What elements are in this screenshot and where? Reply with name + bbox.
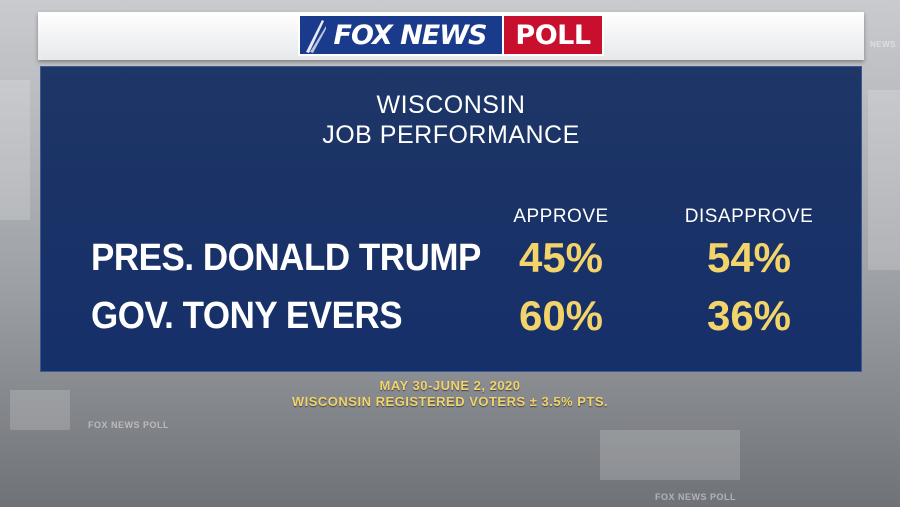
chart-title-line2: JOB PERFORMANCE bbox=[322, 121, 580, 149]
bg-watermark: FOX NEWS POLL bbox=[88, 420, 170, 430]
bg-block bbox=[0, 80, 30, 220]
bg-watermark: FOX NEWS POLL bbox=[655, 492, 737, 502]
bg-block bbox=[10, 390, 70, 430]
poll-results-panel: WISCONSIN JOB PERFORMANCE APPROVE DISAPP… bbox=[40, 66, 862, 372]
logo-text-poll: POLL bbox=[515, 19, 591, 51]
fox-news-wordmark: FOX NEWS bbox=[298, 14, 504, 56]
logo-text-fox-news: FOX NEWS bbox=[333, 19, 488, 51]
value-trump-disapprove: 54% bbox=[706, 234, 792, 281]
row-label-evers: GOV. TONY EVERS bbox=[91, 295, 403, 337]
bg-block bbox=[600, 430, 740, 480]
fox-news-poll-logo: FOX NEWS POLL bbox=[298, 14, 604, 56]
bg-block bbox=[868, 90, 900, 270]
chart-title-line1: WISCONSIN bbox=[376, 91, 526, 119]
row-label-trump: PRES. DONALD TRUMP bbox=[91, 237, 481, 279]
value-trump-approve: 45% bbox=[518, 234, 604, 281]
searchlight-icon bbox=[306, 20, 326, 53]
poll-wordmark: POLL bbox=[504, 14, 604, 56]
poll-sample-info: WISCONSIN REGISTERED VOTERS ± 3.5% PTS. bbox=[291, 394, 609, 409]
poll-dates: MAY 30-JUNE 2, 2020 bbox=[379, 378, 521, 393]
bg-watermark: NEWS bbox=[870, 40, 896, 49]
column-header-approve: APPROVE bbox=[513, 206, 609, 227]
value-evers-disapprove: 36% bbox=[706, 292, 792, 339]
value-evers-approve: 60% bbox=[518, 292, 604, 339]
column-header-disapprove: DISAPPROVE bbox=[684, 206, 814, 227]
